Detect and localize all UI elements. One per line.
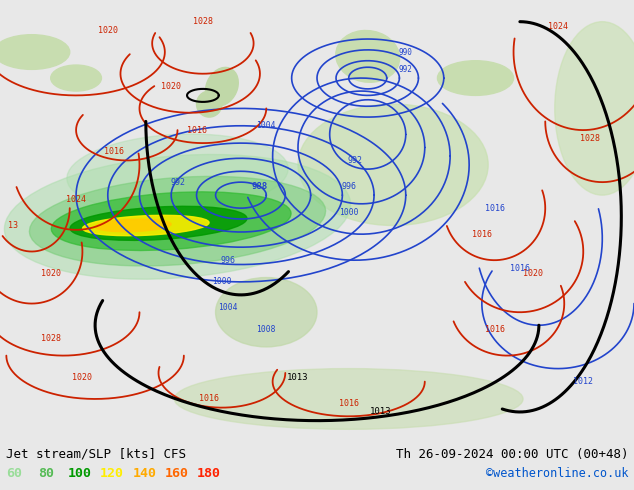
- Ellipse shape: [51, 65, 101, 91]
- Text: 1016: 1016: [339, 399, 359, 408]
- Text: 992: 992: [170, 178, 185, 187]
- Text: 1020: 1020: [98, 26, 118, 35]
- Ellipse shape: [174, 368, 523, 429]
- Text: 180: 180: [197, 467, 221, 480]
- Text: 100: 100: [68, 467, 92, 480]
- Text: 120: 120: [100, 467, 124, 480]
- Ellipse shape: [437, 61, 514, 96]
- Ellipse shape: [555, 22, 634, 195]
- Text: 60: 60: [6, 467, 22, 480]
- Text: 1016: 1016: [199, 394, 219, 403]
- Text: 1012: 1012: [573, 377, 593, 386]
- Text: 1016: 1016: [186, 125, 207, 135]
- Text: 13: 13: [8, 221, 18, 230]
- Text: 1020: 1020: [72, 373, 93, 382]
- Text: 988: 988: [252, 182, 268, 191]
- Ellipse shape: [95, 220, 171, 232]
- Ellipse shape: [67, 134, 288, 213]
- Text: 1016: 1016: [104, 147, 124, 156]
- Text: 1004: 1004: [257, 121, 276, 130]
- Text: 996: 996: [341, 182, 356, 191]
- Text: 140: 140: [133, 467, 157, 480]
- Text: ©weatheronline.co.uk: ©weatheronline.co.uk: [486, 467, 628, 480]
- Text: 1024: 1024: [66, 195, 86, 204]
- Text: 1013: 1013: [370, 408, 391, 416]
- Text: Jet stream/SLP [kts] CFS: Jet stream/SLP [kts] CFS: [6, 448, 186, 461]
- Ellipse shape: [216, 277, 317, 347]
- Text: 1024: 1024: [548, 22, 568, 30]
- Text: 1016: 1016: [510, 265, 530, 273]
- Text: 1016: 1016: [484, 325, 505, 334]
- Text: 1016: 1016: [472, 230, 492, 239]
- Text: 1013: 1013: [287, 373, 309, 382]
- Text: 996: 996: [221, 256, 236, 265]
- Ellipse shape: [29, 176, 326, 266]
- Ellipse shape: [336, 30, 399, 82]
- Ellipse shape: [0, 35, 70, 70]
- Text: 1016: 1016: [484, 204, 505, 213]
- Text: 1028: 1028: [41, 334, 61, 343]
- Ellipse shape: [197, 91, 222, 117]
- Text: 1028: 1028: [193, 17, 213, 26]
- Text: 1000: 1000: [339, 208, 358, 217]
- Ellipse shape: [51, 192, 291, 250]
- Text: 1000: 1000: [212, 277, 231, 286]
- Ellipse shape: [298, 104, 488, 225]
- Text: 80: 80: [38, 467, 54, 480]
- Text: 1008: 1008: [257, 325, 276, 334]
- Text: 1004: 1004: [219, 303, 238, 313]
- Text: Th 26-09-2024 00:00 UTC (00+48): Th 26-09-2024 00:00 UTC (00+48): [396, 448, 628, 461]
- Ellipse shape: [82, 215, 209, 236]
- Text: 1020: 1020: [522, 269, 543, 278]
- Ellipse shape: [70, 206, 247, 241]
- Ellipse shape: [205, 68, 238, 106]
- Text: 160: 160: [165, 467, 189, 480]
- Ellipse shape: [4, 154, 351, 279]
- Text: 1020: 1020: [41, 269, 61, 278]
- Text: 992: 992: [347, 156, 363, 165]
- Text: 990: 990: [399, 48, 413, 56]
- Text: 992: 992: [399, 65, 413, 74]
- Text: 1020: 1020: [161, 82, 181, 91]
- Text: 1028: 1028: [579, 134, 600, 143]
